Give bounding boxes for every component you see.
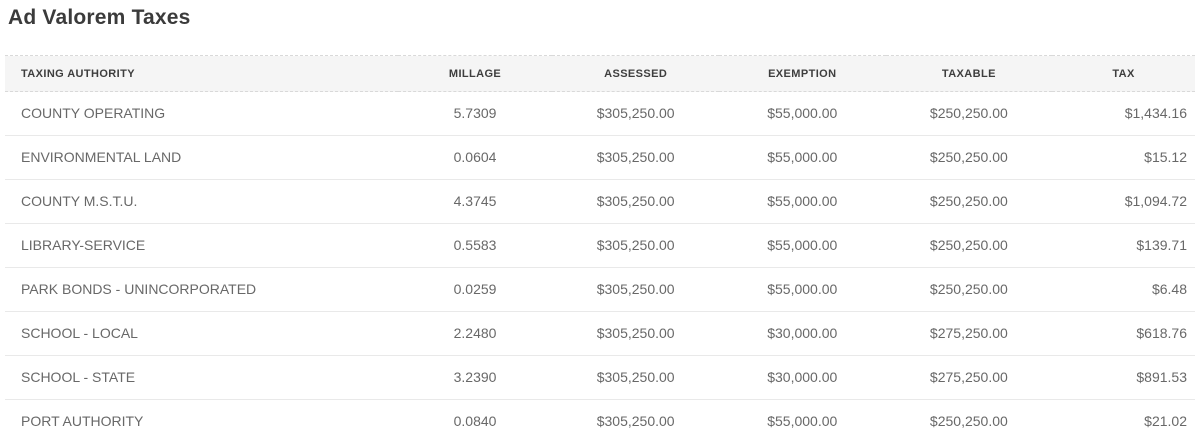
- cell-tax: $6.48: [1151, 281, 1187, 297]
- cell-exemption: $55,000.00: [767, 413, 838, 429]
- cell-authority: PORT AUTHORITY: [21, 413, 144, 429]
- cell-exemption: $55,000.00: [767, 237, 838, 253]
- cell-exemption: $55,000.00: [767, 281, 838, 297]
- table-row: SCHOOL - STATE 3.2390 $305,250.00 $30,000.0…: [5, 356, 1195, 400]
- cell-assessed: $305,250.00: [596, 369, 675, 385]
- cell-taxable: $250,250.00: [929, 149, 1008, 165]
- page-title: Ad Valorem Taxes: [8, 6, 191, 29]
- cell-millage: 0.0840: [453, 413, 497, 429]
- cell-assessed: $305,250.00: [596, 193, 675, 209]
- table-row: COUNTY M.S.T.U. 4.3745 $305,250.00 $55,000.…: [5, 180, 1195, 224]
- table-row: COUNTY OPERATING 5.7309 $305,250.00 $55,000…: [5, 92, 1195, 136]
- cell-millage: 0.5583: [453, 237, 497, 253]
- column-header-millage: MILLAGE: [448, 68, 502, 80]
- cell-tax: $618.76: [1136, 325, 1187, 341]
- ad-valorem-tax-table: TAXING AUTHORITY MILLAGE ASSESSED EXEMPTION…: [5, 55, 1195, 441]
- column-header-authority: TAXING AUTHORITY: [21, 68, 135, 80]
- table-row: SCHOOL - LOCAL 2.2480 $305,250.00 $30,000.0…: [5, 312, 1195, 356]
- tax-table-container: TAXING AUTHORITY MILLAGE ASSESSED EXEMPTION…: [5, 55, 1195, 441]
- cell-assessed: $305,250.00: [596, 105, 675, 121]
- cell-exemption: $30,000.00: [767, 369, 838, 385]
- table-header: TAXING AUTHORITY MILLAGE ASSESSED EXEMPTION…: [5, 55, 1195, 92]
- cell-taxable: $275,250.00: [929, 369, 1008, 385]
- cell-exemption: $30,000.00: [767, 325, 838, 341]
- cell-tax: $15.12: [1144, 149, 1187, 165]
- cell-authority: ENVIRONMENTAL LAND: [21, 149, 182, 165]
- table-row: PORT AUTHORITY 0.0840 $305,250.00 $55,000.0…: [5, 400, 1195, 441]
- cell-millage: 3.2390: [453, 369, 497, 385]
- cell-exemption: $55,000.00: [767, 149, 838, 165]
- cell-assessed: $305,250.00: [596, 237, 675, 253]
- cell-taxable: $250,250.00: [929, 193, 1008, 209]
- cell-millage: 4.3745: [453, 193, 497, 209]
- column-header-exemption: EXEMPTION: [768, 68, 837, 80]
- column-header-assessed: ASSESSED: [604, 68, 668, 80]
- cell-tax: $1,434.16: [1124, 105, 1187, 121]
- cell-taxable: $250,250.00: [929, 237, 1008, 253]
- cell-taxable: $275,250.00: [929, 325, 1008, 341]
- table-row: ENVIRONMENTAL LAND 0.0604 $305,250.00 $55,0…: [5, 136, 1195, 180]
- cell-exemption: $55,000.00: [767, 105, 838, 121]
- cell-authority: LIBRARY-SERVICE: [21, 237, 146, 253]
- table-body: COUNTY OPERATING 5.7309 $305,250.00 $55,000…: [5, 92, 1195, 441]
- cell-taxable: $250,250.00: [929, 413, 1008, 429]
- cell-authority: COUNTY OPERATING: [21, 105, 166, 121]
- cell-assessed: $305,250.00: [596, 325, 675, 341]
- column-header-taxable: TAXABLE: [941, 68, 996, 80]
- cell-taxable: $250,250.00: [929, 105, 1008, 121]
- cell-tax: $139.71: [1136, 237, 1187, 253]
- table-row: PARK BONDS - UNINCORPORATED 0.0259 $305,25…: [5, 268, 1195, 312]
- cell-tax: $21.02: [1144, 413, 1187, 429]
- cell-millage: 0.0259: [453, 281, 497, 297]
- cell-assessed: $305,250.00: [596, 281, 675, 297]
- cell-taxable: $250,250.00: [929, 281, 1008, 297]
- table-header-row: TAXING AUTHORITY MILLAGE ASSESSED EXEMPTION…: [5, 55, 1195, 92]
- cell-millage: 5.7309: [453, 105, 497, 121]
- cell-millage: 2.2480: [453, 325, 497, 341]
- cell-tax: $1,094.72: [1124, 193, 1187, 209]
- table-row: LIBRARY-SERVICE 0.5583 $305,250.00 $55,000.…: [5, 224, 1195, 268]
- cell-assessed: $305,250.00: [596, 149, 675, 165]
- cell-exemption: $55,000.00: [767, 193, 838, 209]
- cell-authority: SCHOOL - STATE: [21, 369, 136, 385]
- cell-millage: 0.0604: [453, 149, 497, 165]
- column-header-tax: TAX: [1112, 68, 1135, 80]
- cell-authority: COUNTY M.S.T.U.: [21, 193, 138, 209]
- cell-tax: $891.53: [1136, 369, 1187, 385]
- cell-assessed: $305,250.00: [596, 413, 675, 429]
- cell-authority: PARK BONDS - UNINCORPORATED: [21, 281, 257, 297]
- cell-authority: SCHOOL - LOCAL: [21, 325, 138, 341]
